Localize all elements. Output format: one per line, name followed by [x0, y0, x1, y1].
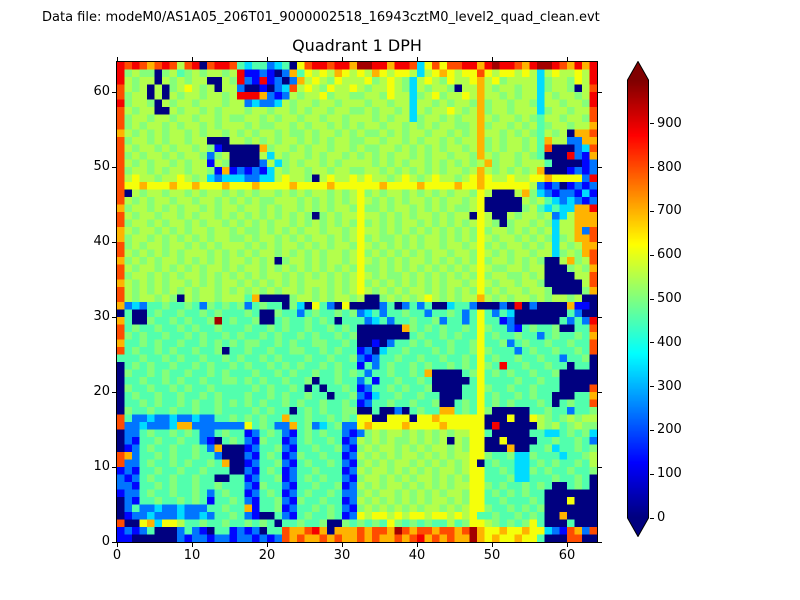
x-tick-mark: [341, 543, 343, 547]
y-tick-label: 20: [93, 384, 110, 399]
colorbar-arrow-down-icon: [627, 518, 649, 537]
x-tick-label: 0: [112, 548, 122, 563]
x-tick-label: 20: [258, 548, 276, 563]
colorbar-tick-mark: [650, 517, 654, 519]
y-tick-label: 60: [93, 84, 110, 99]
x-tick-label: 10: [183, 548, 201, 563]
colorbar-tick-mark: [650, 298, 654, 300]
y-tick-mark-right: [598, 166, 602, 168]
colorbar-tick-label: 200: [657, 422, 682, 438]
colorbar-tick-label: 700: [657, 203, 682, 219]
y-tick-mark-right: [598, 391, 602, 393]
x-tick-label: 40: [408, 548, 426, 563]
y-tick-mark: [112, 316, 116, 318]
x-tick-mark-top: [266, 57, 268, 61]
colorbar-tick-label: 500: [657, 291, 682, 306]
heatmap-canvas: [117, 62, 597, 542]
y-tick-mark: [112, 241, 116, 243]
colorbar-tick-mark: [650, 473, 654, 475]
x-tick-label: 60: [558, 548, 576, 563]
y-tick-label: 10: [93, 459, 110, 474]
y-tick-mark-right: [598, 91, 602, 93]
colorbar-tick-mark: [650, 429, 654, 431]
colorbar-tick-mark: [650, 386, 654, 388]
y-tick-mark-right: [598, 466, 602, 468]
y-tick-mark: [112, 391, 116, 393]
colorbar-tick-label: 800: [657, 159, 682, 175]
colorbar-tick-mark: [650, 210, 654, 212]
y-tick-mark: [112, 466, 116, 468]
y-tick-label: 0: [101, 534, 110, 549]
x-tick-mark-top: [116, 57, 118, 61]
x-tick-mark-top: [566, 57, 568, 61]
datafile-text: Data file: modeM0/AS1A05_206T01_90000025…: [42, 10, 600, 25]
x-tick-mark-top: [416, 57, 418, 61]
colorbar-tick-label: 100: [657, 466, 682, 482]
colorbar-gradient: [628, 80, 648, 518]
x-tick-mark-top: [341, 57, 343, 61]
colorbar-tick-mark: [650, 342, 654, 344]
colorbar-tick-label: 600: [657, 247, 682, 263]
x-tick-mark: [491, 543, 493, 547]
y-tick-mark-right: [598, 316, 602, 318]
colorbar-tick-mark: [650, 167, 654, 169]
x-tick-label: 30: [333, 548, 351, 563]
colorbar-tick-mark: [650, 254, 654, 256]
x-tick-mark: [116, 543, 118, 547]
colorbar-tick-label: 300: [657, 378, 682, 394]
colorbar-arrow-up-icon: [627, 61, 649, 80]
y-tick-mark: [112, 166, 116, 168]
y-tick-label: 40: [93, 234, 110, 249]
x-tick-label: 50: [483, 548, 501, 563]
colorbar-tick-label: 900: [657, 115, 682, 131]
y-tick-mark-right: [598, 241, 602, 243]
colorbar-frame: [627, 61, 649, 537]
y-tick-label: 50: [93, 159, 110, 174]
y-tick-mark: [112, 541, 116, 543]
y-tick-mark-right: [598, 541, 602, 543]
x-tick-mark: [416, 543, 418, 547]
x-tick-mark: [191, 543, 193, 547]
colorbar-tick-label: 0: [657, 510, 666, 525]
x-tick-mark: [266, 543, 268, 547]
y-tick-label: 30: [93, 309, 110, 324]
y-tick-mark: [112, 91, 116, 93]
colorbar-tick-label: 400: [657, 334, 682, 350]
plot-title: Quadrant 1 DPH: [292, 36, 422, 55]
x-tick-mark-top: [191, 57, 193, 61]
x-tick-mark-top: [491, 57, 493, 61]
x-tick-mark: [566, 543, 568, 547]
colorbar-outline: [627, 61, 649, 537]
colorbar-tick-mark: [650, 123, 654, 125]
